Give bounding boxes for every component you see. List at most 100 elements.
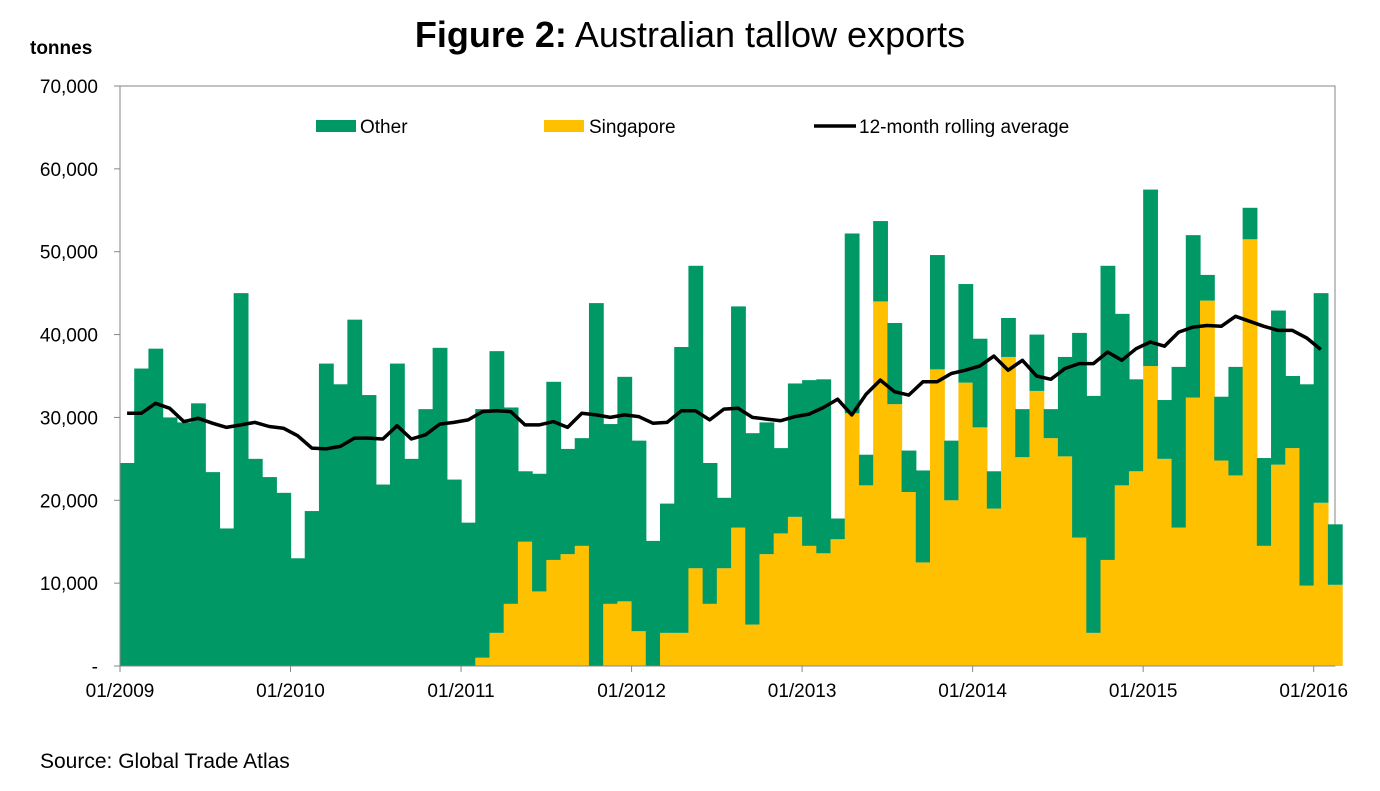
bar-other	[873, 221, 888, 302]
bar-other	[517, 471, 533, 542]
bar-singapore	[1128, 471, 1144, 666]
bar-other	[1143, 189, 1158, 367]
bar-other	[432, 347, 448, 666]
bar-other	[176, 422, 192, 666]
bar-singapore	[1228, 475, 1244, 666]
bar-other	[304, 511, 320, 666]
bar-other	[1242, 207, 1258, 240]
y-tick-label: 20,000	[40, 491, 98, 512]
bar-other	[930, 255, 945, 370]
bar-other	[958, 284, 974, 383]
bar-singapore	[745, 624, 761, 666]
bar-other	[1057, 356, 1073, 457]
bar-other	[759, 422, 775, 555]
bar-singapore	[1242, 239, 1258, 667]
y-tick-label: 40,000	[40, 326, 98, 347]
bar-other	[1043, 409, 1059, 439]
bar-other	[1256, 458, 1272, 546]
bar-singapore	[972, 427, 988, 666]
bar-other	[816, 379, 832, 554]
bar-other	[375, 484, 391, 666]
y-tick-label: 60,000	[40, 160, 98, 181]
bar-other	[191, 403, 206, 666]
bar-other	[461, 522, 476, 666]
bar-other	[1128, 379, 1144, 472]
bar-other	[1185, 235, 1201, 398]
bar-other	[802, 380, 817, 546]
bar-other	[404, 458, 420, 666]
bar-singapore	[674, 632, 690, 666]
x-tick-label: 01/2010	[256, 681, 325, 702]
bar-singapore	[1299, 585, 1315, 666]
bar-singapore	[986, 508, 1002, 666]
bar-other	[702, 463, 718, 604]
bar-singapore	[1271, 464, 1286, 666]
bar-other	[588, 303, 604, 666]
bar-singapore	[1043, 438, 1059, 666]
bar-other	[773, 448, 789, 534]
bar-other	[361, 395, 377, 666]
bar-other	[745, 433, 761, 625]
bar-singapore	[1057, 456, 1073, 666]
bar-singapore	[517, 541, 533, 666]
bar-singapore	[1313, 502, 1329, 666]
bar-other	[489, 351, 505, 633]
x-tick-label: 01/2011	[427, 681, 494, 702]
bar-singapore	[915, 562, 931, 666]
bar-other	[603, 424, 618, 604]
bar-other	[446, 479, 462, 666]
bar-other	[1200, 274, 1215, 301]
bar-other	[1114, 313, 1130, 486]
bar-singapore	[660, 632, 675, 666]
y-tick-label: 50,000	[40, 243, 98, 264]
legend-swatch-singapore	[544, 120, 584, 132]
bar-other	[944, 440, 960, 501]
bar-other	[1214, 396, 1230, 461]
bar-other	[1171, 366, 1187, 528]
bar-other	[901, 450, 917, 492]
x-tick-label: 01/2013	[768, 681, 837, 702]
bar-other	[660, 503, 675, 633]
bar-singapore	[489, 632, 505, 666]
bar-singapore	[802, 545, 817, 666]
bar-other	[887, 322, 903, 405]
bar-other	[1086, 395, 1102, 633]
legend-swatch-other	[316, 120, 356, 132]
bar-singapore	[716, 568, 732, 666]
bar-singapore	[873, 301, 888, 666]
bar-singapore	[887, 404, 903, 666]
y-tick-label: -	[92, 657, 98, 678]
bar-other	[318, 363, 334, 666]
bar-other	[1029, 334, 1045, 391]
bar-singapore	[773, 533, 789, 666]
bar-other	[1001, 318, 1016, 357]
legend-label-other: Other	[360, 117, 408, 138]
bar-singapore	[546, 559, 562, 666]
x-tick-label: 01/2014	[938, 681, 1007, 702]
bar-singapore	[1143, 366, 1158, 666]
bar-other	[262, 477, 277, 666]
bar-singapore	[532, 591, 547, 666]
bar-singapore	[688, 568, 704, 666]
bar-singapore	[1185, 397, 1201, 666]
bar-other	[1015, 409, 1031, 458]
bar-singapore	[574, 545, 590, 666]
y-tick-label: 10,000	[40, 574, 98, 595]
bar-other	[333, 384, 348, 666]
y-tick-label: 70,000	[40, 77, 98, 98]
bar-singapore	[830, 539, 846, 666]
chart-title: Figure 2: Australian tallow exports	[0, 14, 1380, 56]
bar-other	[148, 348, 164, 666]
bar-singapore	[759, 554, 775, 666]
bar-other	[1327, 524, 1343, 585]
y-tick-label: 30,000	[40, 408, 98, 429]
bar-other	[1313, 293, 1329, 503]
bar-other	[986, 471, 1002, 509]
bar-other	[915, 470, 931, 563]
bar-other	[617, 376, 633, 602]
bar-other	[1271, 310, 1286, 465]
bar-singapore	[944, 500, 960, 666]
bar-singapore	[844, 413, 860, 666]
bar-other	[162, 417, 178, 666]
